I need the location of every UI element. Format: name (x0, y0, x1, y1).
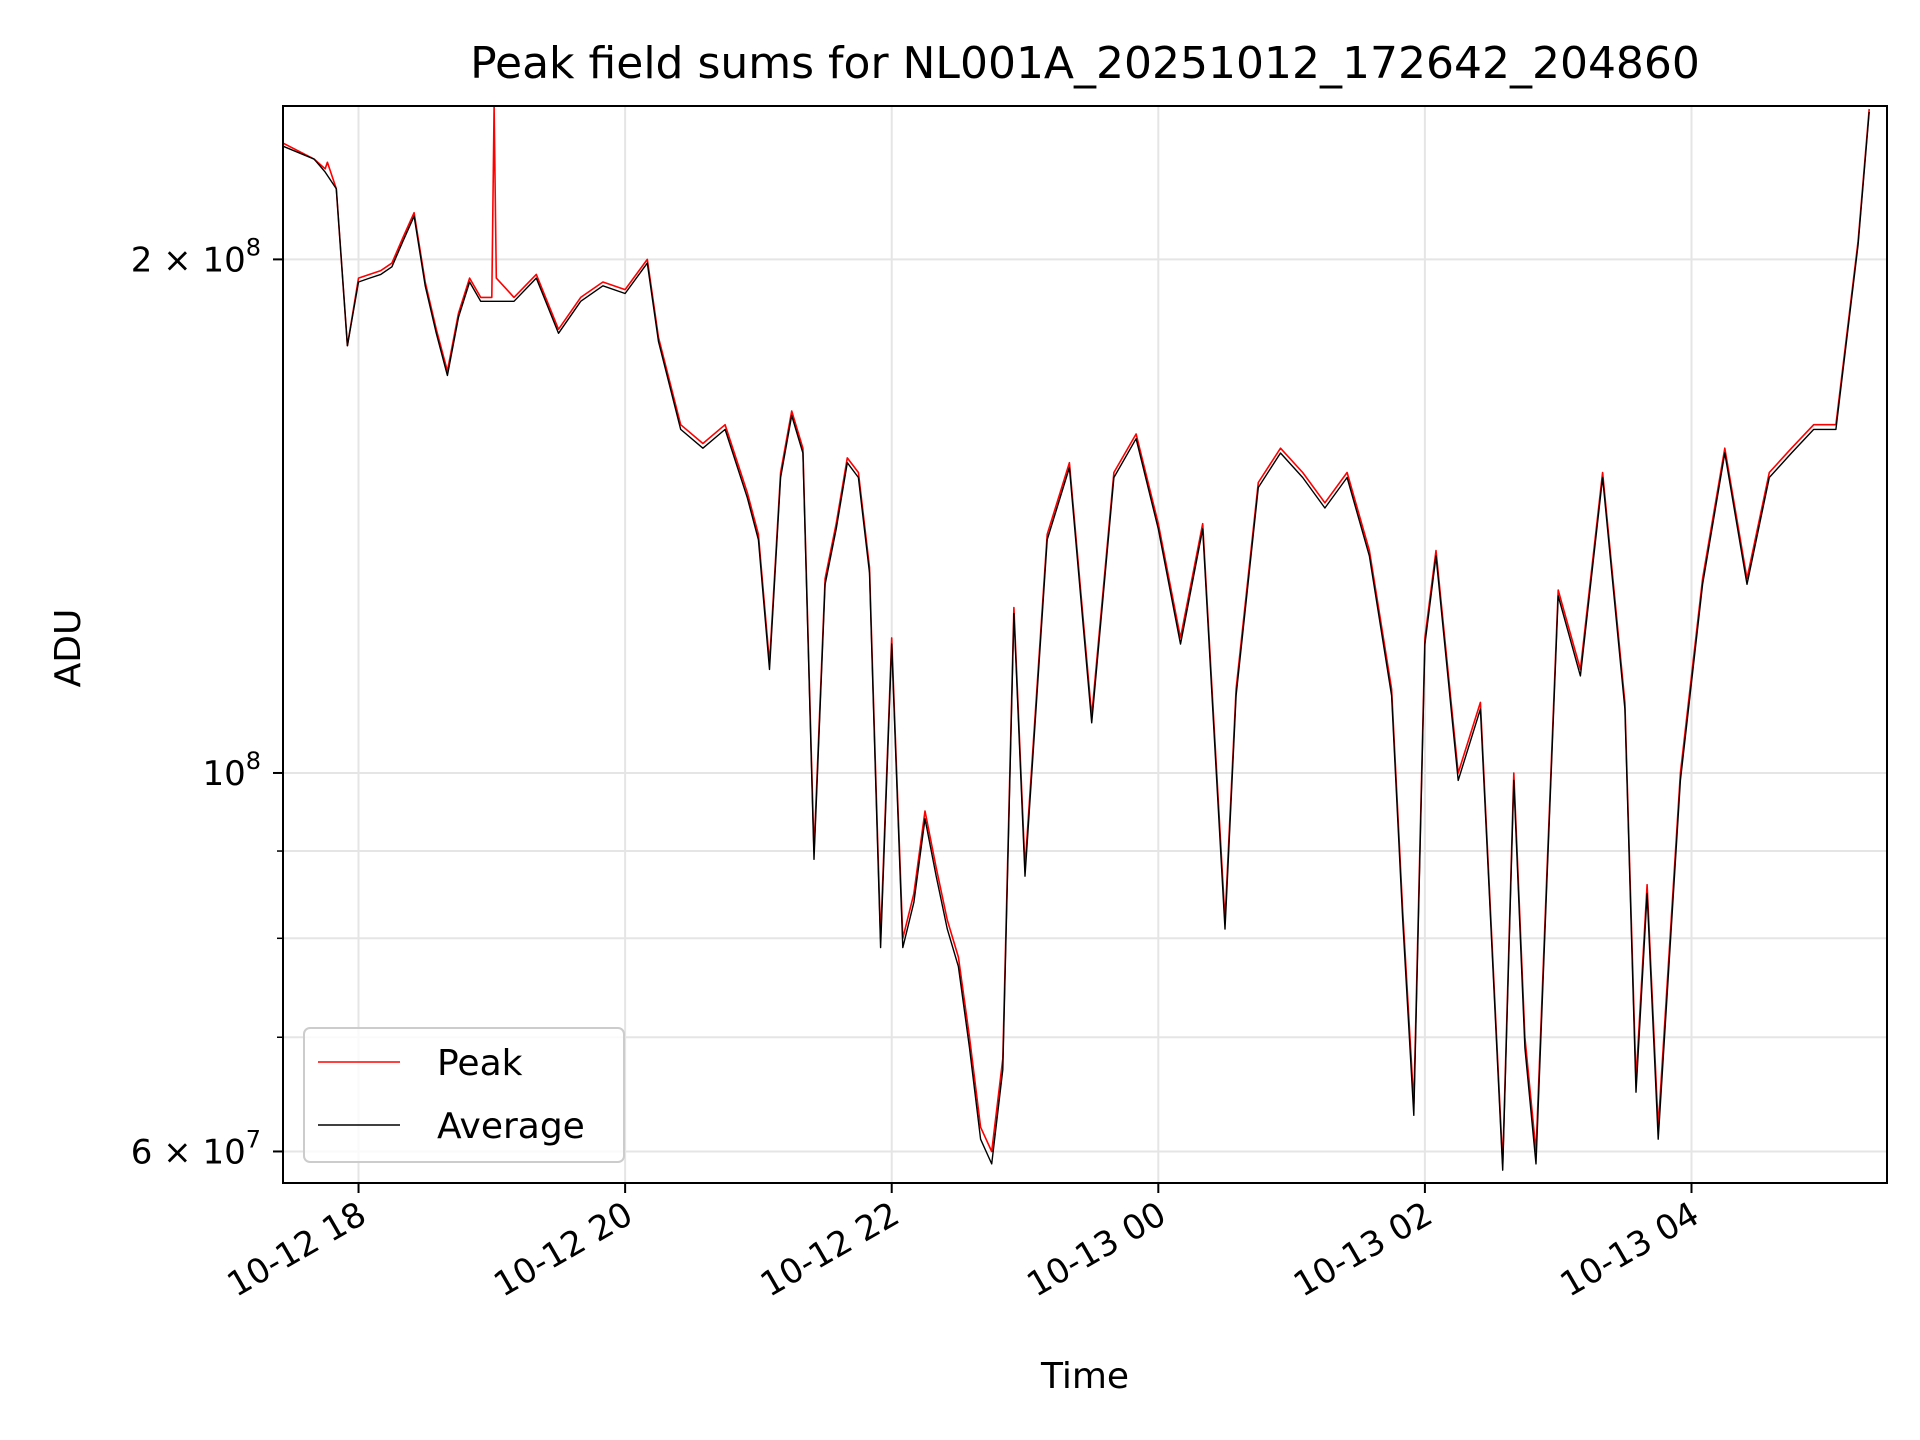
y-tick-label: 2 × 108 (131, 233, 261, 280)
y-axis-label: ADU (48, 609, 89, 688)
series-layer (283, 106, 1870, 1171)
x-axis-label: Time (1040, 1356, 1129, 1397)
legend: Peak Average (303, 1027, 625, 1163)
chart-title: Peak field sums for NL001A_20251012_1726… (470, 38, 1700, 89)
series-line-average (283, 111, 1870, 1171)
y-tick-label: 108 (202, 747, 261, 794)
legend-label-average: Average (437, 1106, 585, 1147)
plot-area-frame (282, 105, 1888, 1184)
y-tick-label: 6 × 107 (131, 1125, 261, 1172)
legend-label-peak: Peak (437, 1043, 523, 1084)
